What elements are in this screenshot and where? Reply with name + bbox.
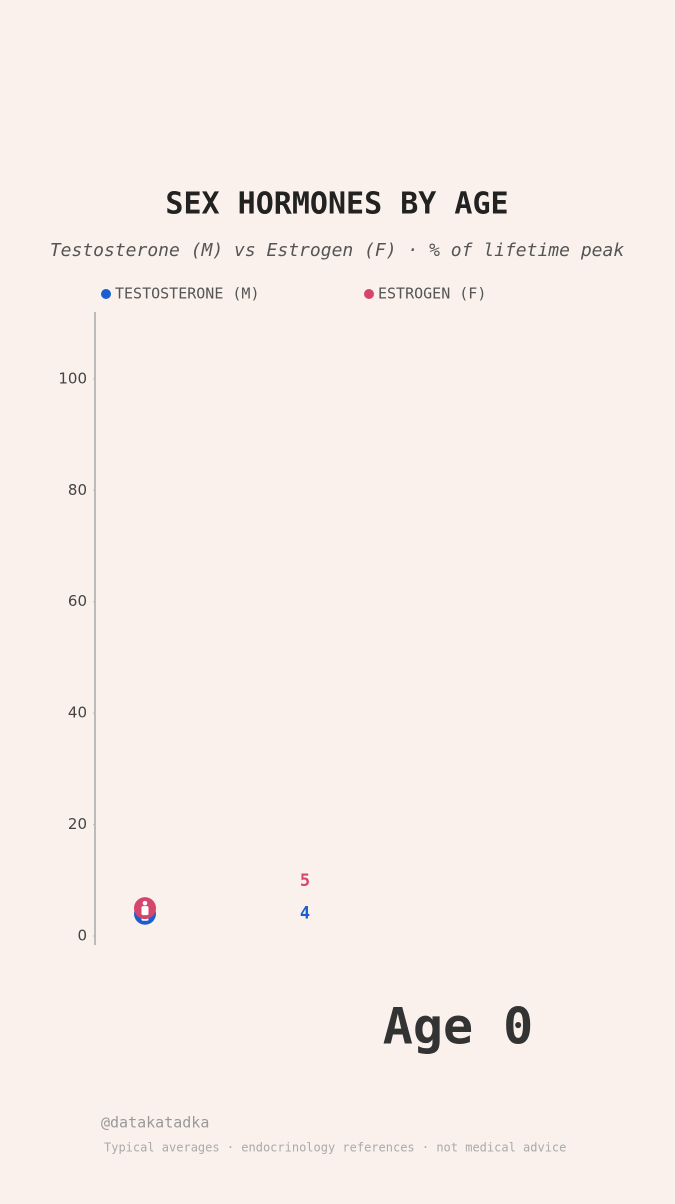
legend-swatch	[101, 289, 111, 299]
credit: @datakatadka	[101, 1114, 209, 1132]
legend-label: ESTROGEN (F)	[378, 285, 486, 303]
icon-head	[142, 900, 148, 906]
y-tick-label: 80	[68, 481, 87, 499]
y-tick-label: 0	[77, 927, 87, 945]
chart-subtitle: Testosterone (M) vs Estrogen (F) · % of …	[50, 240, 625, 261]
icon-body	[141, 906, 149, 916]
footnote: Typical averages · endocrinology referen…	[104, 1141, 566, 1155]
y-tick-label: 40	[68, 704, 87, 722]
y-tick-label: 100	[58, 369, 87, 387]
legend-label: TESTOSTERONE (M)	[115, 285, 260, 303]
value-label: 5	[300, 871, 310, 891]
y-tick-label: 60	[68, 592, 87, 610]
y-tick-label: 20	[68, 815, 87, 833]
chart-title: SEX HORMONES BY AGE	[165, 187, 508, 222]
legend-swatch	[364, 289, 374, 299]
value-label: 4	[300, 904, 310, 924]
age-label: Age 0	[383, 998, 534, 1056]
